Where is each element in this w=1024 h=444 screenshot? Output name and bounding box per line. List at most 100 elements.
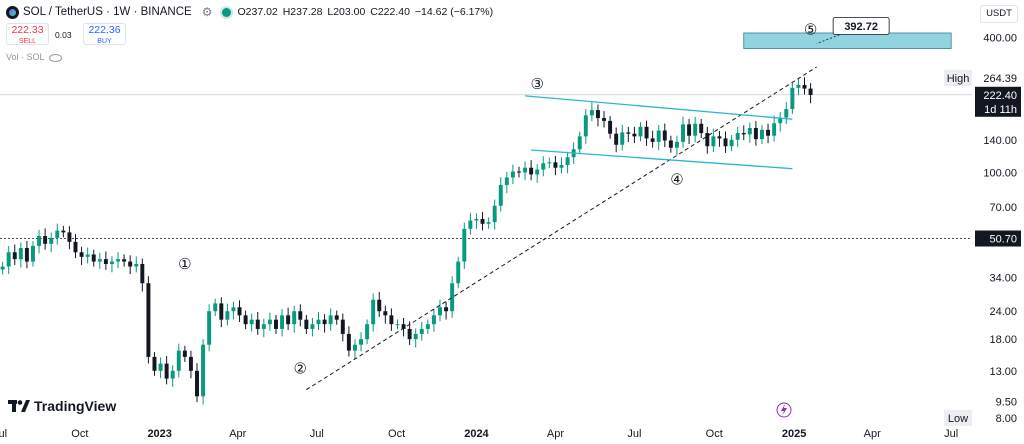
- candle: [43, 228, 48, 250]
- candle: [674, 135, 679, 156]
- target-callout-box[interactable]: [832, 17, 890, 35]
- y-tick-label: 13.00: [989, 366, 1017, 378]
- candle: [195, 363, 199, 403]
- candle-body: [109, 261, 114, 265]
- x-tick-label: Jul: [0, 428, 7, 440]
- tradingview-logo[interactable]: TradingView: [8, 398, 116, 414]
- candle: [377, 292, 382, 318]
- candle-body: [741, 133, 746, 135]
- candle-body: [711, 136, 716, 147]
- candle: [237, 300, 242, 322]
- candle-body: [431, 315, 436, 325]
- currency-button[interactable]: USDT: [980, 5, 1018, 23]
- candle-body: [541, 163, 546, 170]
- candle-body: [747, 128, 752, 135]
- candle-body: [559, 164, 564, 168]
- candle: [371, 293, 376, 332]
- candle-body: [352, 344, 357, 351]
- countdown-label: 1d 11h: [984, 104, 1017, 116]
- candle-body: [656, 130, 661, 142]
- candle-body: [219, 303, 224, 320]
- candle: [352, 339, 357, 359]
- candle-body: [626, 132, 631, 134]
- low-price-label: 8.00: [996, 413, 1017, 425]
- candle-body: [662, 130, 667, 141]
- candle-body: [328, 315, 333, 325]
- wave-label-2[interactable]: ②: [294, 361, 307, 378]
- eye-icon[interactable]: [48, 53, 62, 62]
- candle-body: [517, 171, 521, 173]
- volume-legend[interactable]: Vol · SOL: [6, 52, 62, 62]
- buy-button[interactable]: 222.36 BUY: [83, 23, 126, 45]
- candle: [474, 213, 479, 229]
- candle: [61, 225, 66, 238]
- candle: [365, 319, 370, 345]
- candle: [182, 345, 187, 362]
- candle: [559, 157, 564, 174]
- candle-body: [73, 241, 78, 253]
- candle-body: [43, 236, 48, 244]
- wave-label-4[interactable]: ④: [670, 172, 683, 189]
- candle: [510, 164, 515, 185]
- candle-body: [632, 133, 637, 137]
- candle: [693, 116, 698, 143]
- candle-body: [389, 315, 394, 325]
- candle: [681, 116, 685, 148]
- candle-body: [334, 315, 339, 320]
- candle: [310, 317, 315, 337]
- target-zone[interactable]: [743, 32, 952, 49]
- candle: [808, 83, 813, 104]
- wave-label-3[interactable]: ③: [530, 76, 543, 93]
- candle-body: [699, 123, 704, 134]
- x-tick-label: Oct: [71, 428, 88, 440]
- candle: [286, 307, 291, 330]
- candle-body: [49, 237, 54, 244]
- wave-label-1[interactable]: ①: [178, 256, 191, 273]
- support-trendline[interactable]: [306, 66, 817, 391]
- channel-lower-line[interactable]: [531, 149, 793, 170]
- candle-body: [286, 315, 291, 325]
- candle: [772, 115, 777, 142]
- low-tag-label: Low: [948, 413, 968, 425]
- candle: [188, 350, 193, 379]
- symbol-title[interactable]: SOL / TetherUS · 1W · BINANCE: [23, 6, 192, 18]
- candle: [796, 78, 801, 96]
- settings-icon[interactable]: ⚙: [201, 5, 213, 19]
- candle: [103, 251, 108, 270]
- candle: [316, 312, 321, 330]
- candle-body: [444, 307, 449, 312]
- market-status-icon[interactable]: [222, 7, 232, 17]
- candle: [219, 297, 224, 328]
- candle-body: [195, 370, 199, 397]
- candle-body: [18, 247, 23, 260]
- candle-body: [158, 363, 163, 371]
- candle-body: [134, 264, 139, 267]
- candle-body: [808, 88, 813, 95]
- wave-label-5[interactable]: ⑤: [804, 22, 817, 39]
- candle: [122, 254, 127, 267]
- candle: [201, 339, 206, 405]
- candle-body: [243, 315, 248, 325]
- candle-body: [182, 350, 187, 357]
- candle-body: [462, 228, 467, 262]
- channel-upper-line[interactable]: [524, 95, 793, 120]
- spread-value: 0.03: [55, 30, 72, 40]
- candle-body: [371, 299, 376, 325]
- candle-body: [450, 283, 455, 312]
- x-tick-label: Apr: [547, 428, 564, 440]
- candle: [280, 309, 285, 337]
- candle: [480, 212, 485, 231]
- candle-body: [122, 259, 127, 262]
- candle-body: [401, 324, 406, 329]
- candle-body: [668, 140, 673, 148]
- candle: [614, 127, 619, 153]
- candle: [231, 301, 236, 320]
- candle: [662, 123, 667, 148]
- sell-button[interactable]: 222.33 SELL: [6, 23, 49, 45]
- candle-body: [261, 324, 266, 329]
- candle-body: [97, 259, 102, 262]
- candle: [37, 229, 42, 254]
- candle: [760, 125, 764, 145]
- candle: [359, 332, 364, 352]
